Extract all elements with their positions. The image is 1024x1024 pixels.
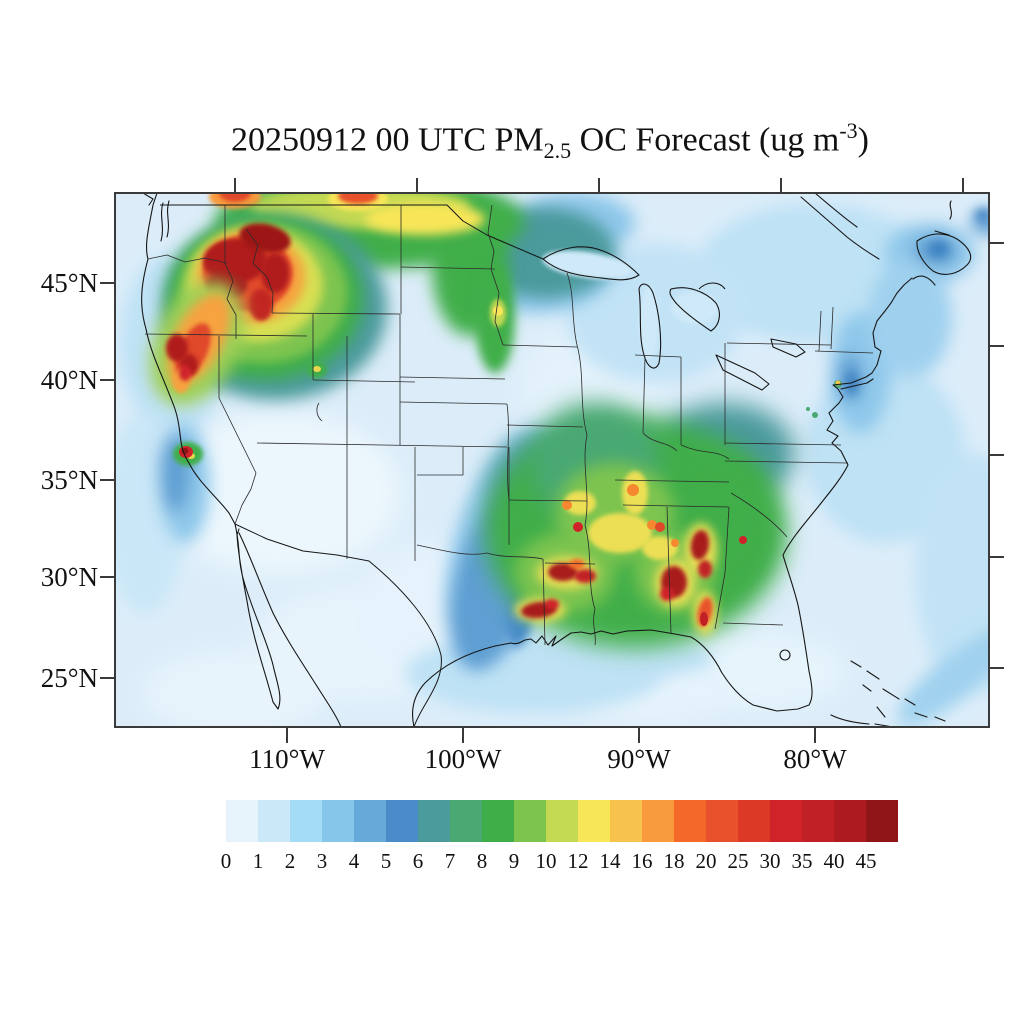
colorbar-segment [386, 800, 418, 842]
colorbar-tick-label: 18 [663, 849, 685, 873]
colorbar-tick-label: 10 [535, 849, 557, 873]
bottom-tick [462, 728, 464, 743]
colorbar-segment [642, 800, 674, 842]
colorbar-segment [418, 800, 450, 842]
title-superscript: -3 [839, 118, 858, 143]
lat-tick-label-25n: 25°N [40, 663, 98, 693]
top-tick [234, 178, 236, 193]
colorbar-tick-label: 35 [791, 849, 813, 873]
left-tick [100, 379, 115, 381]
colorbar-tick-label: 14 [599, 849, 621, 873]
colorbar-segment [354, 800, 386, 842]
colorbar-tick-label: 16 [631, 849, 653, 873]
top-tick [416, 178, 418, 193]
colorbar-tick-label: 1 [252, 849, 264, 873]
top-tick [598, 178, 600, 193]
great-lakes-outlines [542, 246, 806, 391]
state-borders [144, 204, 874, 646]
map-frame [114, 192, 990, 728]
title-middle: OC Forecast (ug m [571, 121, 840, 159]
colorbar-segment [322, 800, 354, 842]
title-suffix: ) [857, 121, 869, 159]
right-tick [989, 667, 1004, 669]
colorbar-segment [834, 800, 866, 842]
colorbar-tick-label: 9 [508, 849, 520, 873]
lon-tick-label-100w: 100°W [424, 744, 502, 774]
colorbar-tick-label: 6 [412, 849, 424, 873]
left-tick [100, 677, 115, 679]
colorbar-swatches [226, 800, 898, 842]
colorbar-tick-label: 5 [380, 849, 392, 873]
northern-green-band [209, 193, 615, 373]
colorbar-segment [802, 800, 834, 842]
colorbar-segment [610, 800, 642, 842]
lat-tick-label-45n: 45°N [40, 268, 98, 298]
title-prefix: 20250912 00 UTC PM [231, 121, 544, 159]
colorbar-tick-label: 20 [695, 849, 717, 873]
colorbar-segment [450, 800, 482, 842]
colorbar-tick-label: 3 [316, 849, 328, 873]
top-tick [962, 178, 964, 193]
page-title: 20250912 00 UTC PM2.5 OC Forecast (ug m-… [0, 118, 1024, 164]
colorbar-segment [482, 800, 514, 842]
right-tick [989, 556, 1004, 558]
colorbar-tick-label: 2 [284, 849, 296, 873]
colorbar-tick-label: 4 [348, 849, 360, 873]
colorbar-segment [546, 800, 578, 842]
forecast-map [115, 193, 989, 727]
small-hotspots-west [173, 362, 327, 466]
left-tick [100, 576, 115, 578]
lat-tick-label-30n: 30°N [40, 562, 98, 592]
colorbar-segment [738, 800, 770, 842]
lat-tick-label-35n: 35°N [40, 465, 98, 495]
colorbar-segment [578, 800, 610, 842]
coastlines [141, 193, 972, 727]
colorbar-segment [514, 800, 546, 842]
colorbar-tick-label: 30 [759, 849, 781, 873]
national-borders [160, 204, 544, 727]
southern-green-mass [485, 403, 795, 648]
colorbar-tick-label: 25 [727, 849, 749, 873]
lon-tick-label-110w: 110°W [249, 744, 325, 774]
top-tick [780, 178, 782, 193]
colorbar-tick-label: 8 [476, 849, 488, 873]
right-tick [989, 454, 1004, 456]
colorbar-segment [226, 800, 258, 842]
colorbar-tick-label: 12 [567, 849, 589, 873]
colorbar-segment [674, 800, 706, 842]
lon-tick-label-90w: 90°W [607, 744, 671, 774]
colorbar-segment [258, 800, 290, 842]
bottom-tick [286, 728, 288, 743]
left-tick [100, 282, 115, 284]
bottom-tick [638, 728, 640, 743]
colorbar-tick-label: 0 [220, 849, 232, 873]
title-subscript: 2.5 [543, 138, 572, 164]
colorbar-segment [770, 800, 802, 842]
lon-tick-label-80w: 80°W [783, 744, 847, 774]
colorbar-tick-label: 40 [823, 849, 845, 873]
colorbar-segment [290, 800, 322, 842]
right-tick [989, 345, 1004, 347]
left-tick [100, 479, 115, 481]
colorbar-tick-label: 7 [444, 849, 456, 873]
bottom-tick [814, 728, 816, 743]
colorbar-segment [706, 800, 738, 842]
colorbar-labels: 0 1 2 3 4 5 6 7 8 9 10 12 14 16 18 20 25 30 35 40 45 [221, 849, 926, 875]
colorbar-tick-label: 45 [855, 849, 877, 873]
lat-tick-label-40n: 40°N [40, 365, 98, 395]
lake-tints [542, 250, 719, 359]
colorbar-segment [866, 800, 898, 842]
right-tick [989, 242, 1004, 244]
southern-red-hotspots [514, 522, 747, 635]
